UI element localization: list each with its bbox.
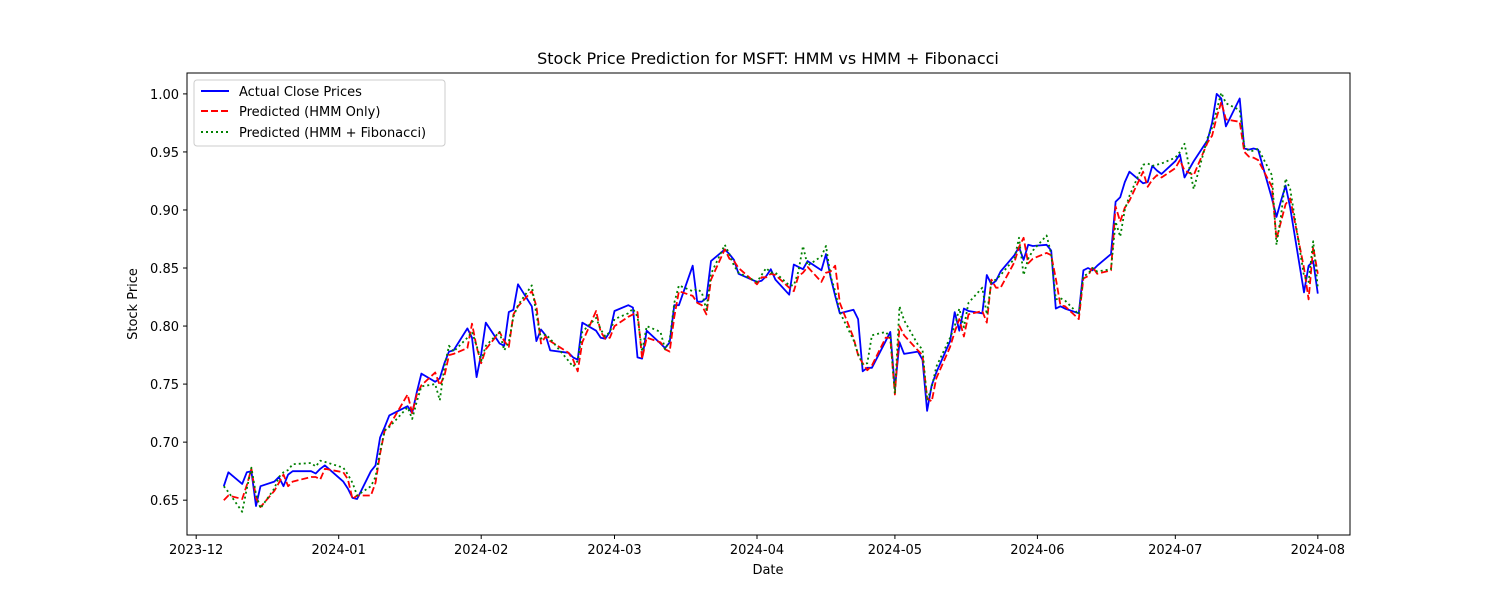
x-axis-label: Date <box>752 563 783 578</box>
x-tick-label: 2024-02 <box>454 543 508 558</box>
legend-label-hmm-fib: Predicted (HMM + Fibonacci) <box>239 126 426 141</box>
chart-title: Stock Price Prediction for MSFT: HMM vs … <box>537 49 999 68</box>
legend-box <box>193 79 446 147</box>
x-axis: 2023-12 2024-01 2024-02 2024-03 2024-04 2024-… <box>169 535 1345 558</box>
x-tick-label: 2023-12 <box>169 543 223 558</box>
legend: Actual Close Prices Predicted (HMM Only)… <box>193 79 446 147</box>
series-layer <box>222 91 1319 513</box>
y-tick-label: 0.65 <box>150 494 179 509</box>
x-tick-label: 2024-04 <box>730 543 784 558</box>
x-tick-label: 2024-03 <box>587 543 641 558</box>
x-tick-label: 2024-06 <box>1010 543 1064 558</box>
plot-area-frame <box>186 72 1351 536</box>
y-tick-label: 0.80 <box>150 320 179 335</box>
y-axis-label: Stock Price <box>126 268 141 340</box>
y-axis: 0.65 0.70 0.75 0.80 0.85 0.90 0.95 1.00 <box>150 88 187 509</box>
y-tick-label: 0.70 <box>150 436 179 451</box>
y-tick-label: 0.85 <box>150 262 179 277</box>
y-tick-label: 1.00 <box>150 88 179 103</box>
x-tick-label: 2024-08 <box>1291 543 1345 558</box>
x-tick-label: 2024-07 <box>1148 543 1202 558</box>
x-tick-label: 2024-05 <box>868 543 922 558</box>
series-line-predicted-hmm-only <box>223 101 1319 508</box>
y-tick-label: 0.95 <box>150 146 179 161</box>
y-tick-label: 0.75 <box>150 378 179 393</box>
y-tick-label: 0.90 <box>150 204 179 219</box>
legend-label-actual: Actual Close Prices <box>239 85 362 100</box>
legend-label-hmm: Predicted (HMM Only) <box>239 105 380 120</box>
x-tick-label: 2024-01 <box>312 543 366 558</box>
